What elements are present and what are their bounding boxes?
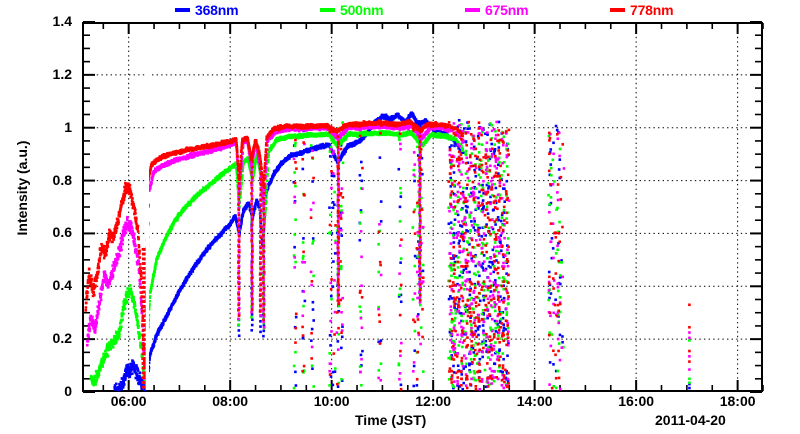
legend-label: 675nm <box>485 2 529 18</box>
y-tick-label: 1 <box>64 118 72 135</box>
x-tick-label: 08:00 <box>212 393 249 409</box>
y-tick-label: 0.8 <box>52 171 72 188</box>
legend-swatch-icon <box>320 8 335 12</box>
x-tick-label: 18:00 <box>719 393 756 409</box>
legend-swatch-icon <box>175 8 190 12</box>
legend-swatch-icon <box>610 8 625 12</box>
y-tick-label: 0.6 <box>52 224 72 241</box>
x-tick-label: 12:00 <box>415 393 452 409</box>
x-tick-label: 14:00 <box>516 393 553 409</box>
chart-legend: 368nm 500nm 675nm 778nm <box>0 0 800 22</box>
x-axis-title: Time (JST) <box>355 412 427 428</box>
x-tick-label: 06:00 <box>110 393 147 409</box>
legend-label: 500nm <box>340 2 384 18</box>
y-tick-label: 1.2 <box>52 65 72 82</box>
legend-label: 368nm <box>195 2 239 18</box>
legend-entry-675nm[interactable]: 675nm <box>465 2 529 18</box>
date-label: 2011-04-20 <box>655 412 726 428</box>
legend-entry-778nm[interactable]: 778nm <box>610 2 674 18</box>
legend-swatch-icon <box>465 8 480 12</box>
legend-label: 778nm <box>630 2 674 18</box>
y-tick-label: 0.4 <box>52 277 72 294</box>
plot-area <box>82 22 763 392</box>
legend-entry-500nm[interactable]: 500nm <box>320 2 384 18</box>
y-tick-label: 1.4 <box>52 13 72 29</box>
y-tick-label: 0.2 <box>52 330 72 347</box>
x-tick-label: 10:00 <box>313 393 350 409</box>
x-tick-label: 16:00 <box>618 393 655 409</box>
y-axis-title: Intensity (a.u.) <box>14 140 30 236</box>
y-tick-label: 0 <box>64 383 72 399</box>
legend-entry-368nm[interactable]: 368nm <box>175 2 239 18</box>
